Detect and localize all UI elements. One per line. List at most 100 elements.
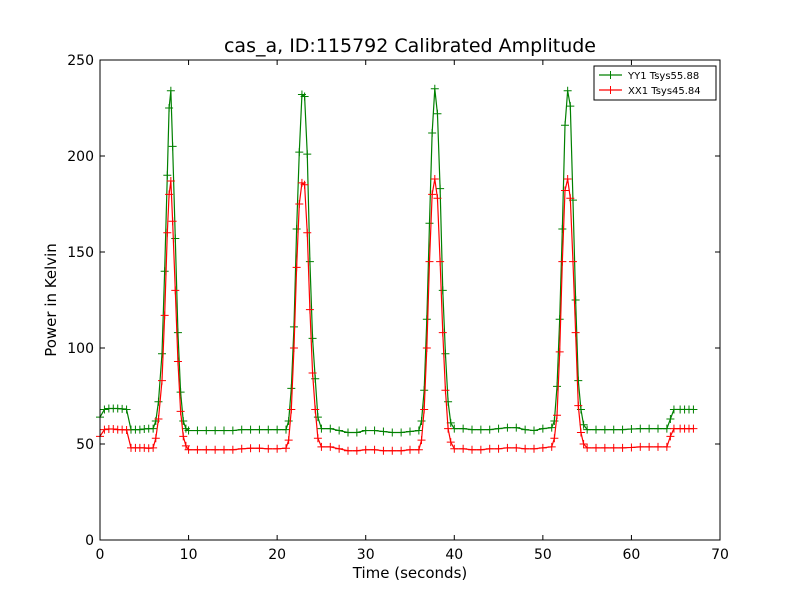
data-point-marker: [530, 426, 538, 435]
data-point-marker: [618, 425, 627, 434]
x-tick-label: 70: [711, 547, 729, 563]
data-point-marker: [326, 424, 335, 433]
data-point-marker: [344, 428, 352, 437]
data-point-marker: [179, 416, 188, 425]
data-point-marker: [160, 311, 169, 320]
data-point-marker: [151, 434, 160, 443]
data-point-marker: [468, 445, 476, 454]
data-point-marker: [583, 443, 592, 452]
data-point-marker: [494, 444, 503, 453]
data-point-marker: [160, 267, 169, 276]
data-point-marker: [308, 334, 317, 343]
data-point-marker: [335, 444, 344, 453]
data-point-marker: [689, 424, 698, 433]
data-point-marker: [289, 322, 298, 331]
data-point-marker: [538, 443, 547, 452]
data-point-marker: [406, 427, 414, 436]
data-point-marker: [425, 219, 434, 228]
data-point-marker: [476, 445, 485, 454]
data-point-marker: [361, 426, 370, 435]
data-point-marker: [388, 446, 397, 455]
y-tick-label: 150: [67, 245, 94, 261]
plot-frame: [99, 59, 721, 541]
data-point-marker: [574, 401, 583, 410]
data-point-marker: [420, 386, 429, 395]
data-point-marker: [476, 425, 485, 434]
data-point-marker: [273, 425, 282, 434]
data-point-marker: [436, 257, 445, 266]
data-point-marker: [300, 92, 309, 101]
data-point-marker: [538, 424, 547, 433]
data-point-marker: [574, 376, 583, 385]
data-point-marker: [264, 425, 273, 434]
legend: YY1 Tsys55.88 XX1 Tsys45.84: [593, 65, 717, 101]
y-tick-label: 200: [67, 149, 94, 165]
data-point-marker: [255, 425, 264, 434]
data-point-marker: [122, 405, 131, 414]
data-point-marker: [292, 224, 301, 233]
data-point-marker: [379, 427, 388, 436]
data-point-marker: [521, 444, 530, 453]
data-point-marker: [436, 184, 445, 193]
data-point-marker: [352, 446, 361, 455]
data-point-marker: [100, 405, 109, 414]
data-point-marker: [370, 445, 379, 454]
data-point-marker: [264, 444, 273, 453]
data-point-marker: [220, 445, 228, 454]
x-tick-label: 40: [445, 547, 463, 563]
chart-title: cas_a, ID:115792 Calibrated Amplitude: [224, 35, 596, 57]
data-point-marker: [335, 426, 344, 435]
data-point-marker: [173, 357, 182, 366]
data-point-marker: [361, 445, 370, 454]
data-point-marker: [295, 200, 304, 208]
data-point-marker: [441, 386, 450, 395]
data-point-marker: [284, 416, 293, 425]
data-point-marker: [438, 328, 447, 337]
data-point-marker: [193, 445, 202, 454]
x-axis-label: Time (seconds): [352, 564, 468, 582]
data-point-marker: [579, 420, 588, 429]
legend-box: [593, 65, 717, 101]
legend-marker: [606, 86, 615, 94]
data-point-marker: [428, 128, 437, 137]
data-point-marker: [558, 224, 567, 233]
data-point-marker: [592, 443, 600, 452]
data-point-marker: [246, 425, 255, 434]
data-point-marker: [662, 442, 671, 451]
data-point-marker: [600, 443, 609, 452]
data-point-marker: [202, 426, 211, 435]
data-point-marker: [414, 426, 423, 435]
data-point-marker: [579, 440, 588, 448]
data-point-marker: [246, 444, 255, 453]
data-point-marker: [547, 423, 556, 432]
data-point-marker: [284, 436, 293, 445]
data-point-marker: [563, 175, 572, 184]
y-tick-label: 250: [67, 53, 94, 69]
data-point-marker: [171, 286, 180, 295]
data-point-marker: [379, 446, 388, 455]
data-point-marker: [512, 423, 521, 432]
data-point-marker: [313, 434, 322, 443]
data-point-marker: [311, 405, 320, 414]
data-point-marker: [485, 444, 494, 453]
data-point-marker: [228, 445, 237, 454]
data-point-marker: [645, 442, 654, 451]
data-point-marker: [300, 180, 309, 189]
data-point-marker: [561, 121, 569, 130]
data-point-marker: [313, 413, 322, 422]
data-point-marker: [344, 446, 352, 455]
y-tick-label: 100: [67, 341, 94, 357]
data-point-marker: [173, 328, 182, 337]
data-point-marker: [282, 425, 290, 434]
data-point-marker: [414, 445, 423, 454]
data-point-marker: [295, 148, 304, 157]
data-point-marker: [433, 109, 442, 118]
data-point-marker: [636, 442, 645, 451]
legend-entry-label: XX1 Tsys45.84: [628, 86, 701, 97]
data-point-marker: [568, 257, 577, 266]
data-point-marker: [438, 286, 447, 295]
x-tick-label: 20: [268, 547, 286, 563]
data-point-marker: [202, 445, 211, 454]
data-point-marker: [512, 443, 521, 452]
